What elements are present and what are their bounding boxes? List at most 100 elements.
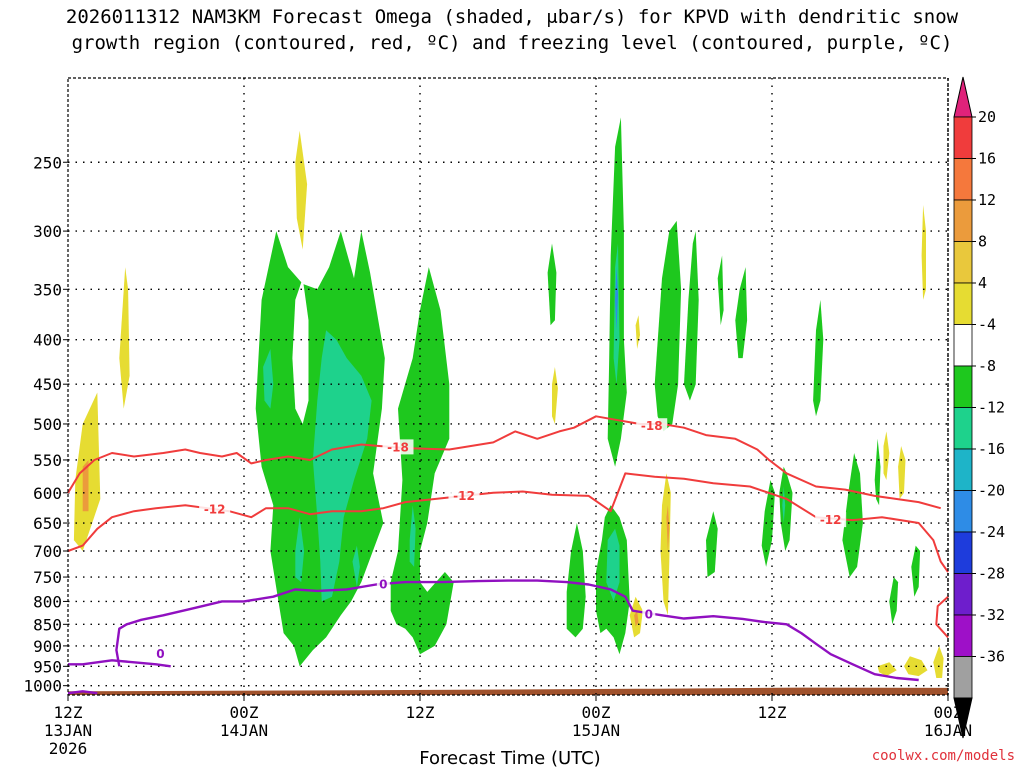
y-tick-label-750: 750: [33, 568, 62, 587]
omega-region-27: [706, 511, 718, 578]
omega-region-37: [898, 446, 906, 499]
omega-region-9: [295, 517, 305, 583]
contour-label-bg-3: [448, 487, 480, 503]
omega-region-16: [606, 528, 620, 602]
colorbar-label-6: -8: [978, 357, 996, 375]
contour-label-bg-2: [199, 501, 231, 517]
y-tick-label-850: 850: [33, 615, 62, 634]
colorbar-swatch-4: [953, 282, 973, 325]
contour-label-bg-7: [153, 646, 167, 662]
omega-region-31: [779, 466, 793, 551]
colorbar-label-1: 16: [978, 150, 996, 168]
colorbar-swatch-7: [953, 407, 973, 450]
omega-region-33: [813, 299, 824, 417]
x-tick-label-12-1: 00Z: [230, 703, 259, 722]
colorbar-swatch-0: [953, 116, 973, 159]
contour-zero-0: [68, 659, 171, 668]
colorbar: 20 16 12 8 4 -4 -8 -12 -16 -20 -24 -28 -32 -36: [953, 76, 1005, 739]
colorbar-swatch-2: [953, 199, 973, 242]
contour-label-6: 0: [645, 607, 653, 621]
omega-region-11: [352, 545, 360, 587]
omega-region-40: [921, 205, 926, 300]
colorbar-label-10: -24: [978, 523, 1005, 541]
colorbar-label-13: -36: [978, 648, 1005, 666]
x-tick-label-12-2: 14JAN: [220, 721, 268, 740]
colorbar-label-11: -28: [978, 565, 1005, 583]
omega-shading: [73, 117, 944, 678]
y-tick-label-250: 250: [33, 153, 62, 172]
omega-region-42: [933, 645, 944, 678]
omega-region-25: [660, 473, 671, 616]
x-tick-label-48-1: 12Z: [758, 703, 787, 722]
omega-region-22: [634, 610, 639, 627]
y-tick-label-800: 800: [33, 592, 62, 611]
x-tick-label-0-2: 13JAN: [44, 721, 92, 740]
y-axis: 250 300 350 400 450 500 550 600 650 700 750 800 850 9…: [23, 153, 68, 696]
contour-labels: -18 -18 -12 -12 -12 0 0 0: [153, 418, 847, 662]
colorbar-label-2: 12: [978, 191, 996, 209]
credit-text: coolwx.com/models: [872, 748, 1015, 764]
chart-title-line-1: 2026011312 NAM3KM Forecast Omega (shaded…: [65, 6, 959, 28]
omega-region-5: [390, 267, 454, 655]
x-axis-label: Forecast Time (UTC): [419, 748, 600, 768]
terrain-fill: [68, 687, 948, 695]
terrain-area: [68, 687, 948, 695]
omega-region-14: [566, 523, 586, 638]
omega-region-23: [654, 220, 682, 432]
contour-zero-2: [115, 579, 919, 682]
contour-label-0: -18: [387, 440, 409, 454]
contour-label-bg-1: [636, 418, 668, 434]
colorbar-bottom-arrow: [953, 697, 973, 739]
y-tick-label-600: 600: [33, 484, 62, 503]
x-tick-label-0-1: 12Z: [54, 703, 83, 722]
omega-region-12: [547, 243, 557, 326]
omega-region-30: [761, 480, 775, 567]
omega-region-34: [842, 453, 863, 578]
omega-region-39: [911, 545, 921, 597]
colorbar-swatch-1: [953, 158, 973, 201]
omega-region-20: [635, 315, 640, 349]
omega-region-38: [889, 577, 899, 625]
colorbar-swatch-11: [953, 573, 973, 616]
omega-region-8: [263, 349, 274, 409]
x-tick-label-36-1: 00Z: [582, 703, 611, 722]
omega-region-13: [552, 367, 558, 424]
omega-region-28: [717, 255, 724, 326]
colorbar-label-4: 4: [978, 274, 987, 292]
omega-region-6: [292, 278, 309, 424]
colorbar-label-8: -16: [978, 440, 1005, 458]
contour-label-1: -18: [641, 419, 663, 433]
contour-label-bg-5: [376, 576, 390, 592]
colorbar-swatch-3: [953, 241, 973, 284]
y-tick-label-650: 650: [33, 514, 62, 533]
contour-label-4: -12: [820, 513, 842, 527]
y-tick-label-1000: 1000: [23, 677, 62, 696]
colorbar-label-7: -12: [978, 399, 1005, 417]
omega-region-26: [666, 505, 670, 551]
omega-region-24: [684, 231, 699, 401]
chart-title-line-2: growth region (contoured, red, ºC) and f…: [71, 32, 953, 54]
omega-region-29: [735, 267, 748, 359]
omega-region-1: [82, 460, 89, 512]
y-tick-label-550: 550: [33, 451, 62, 470]
colorbar-label-3: 8: [978, 233, 987, 251]
y-tick-label-300: 300: [33, 222, 62, 241]
omega-region-19: [615, 267, 618, 331]
y-tick-label-700: 700: [33, 542, 62, 561]
y-tick-label-500: 500: [33, 415, 62, 434]
contour-label-bg-6: [642, 606, 656, 622]
omega-region-3: [295, 130, 308, 250]
contour-label-bg-0: [382, 439, 414, 455]
contour-lines: [67, 415, 949, 695]
y-tick-label-900: 900: [33, 637, 62, 656]
colorbar-swatch-9: [953, 490, 973, 533]
omega-region-32: [782, 486, 786, 523]
contour-minus12-1: [935, 595, 949, 639]
colorbar-label-9: -20: [978, 482, 1005, 500]
colorbar-label-5: -4: [978, 316, 996, 334]
omega-region-2: [119, 267, 130, 409]
colorbar-swatch-10: [953, 531, 973, 574]
y-tick-label-400: 400: [33, 331, 62, 350]
omega-region-43: [877, 662, 897, 677]
